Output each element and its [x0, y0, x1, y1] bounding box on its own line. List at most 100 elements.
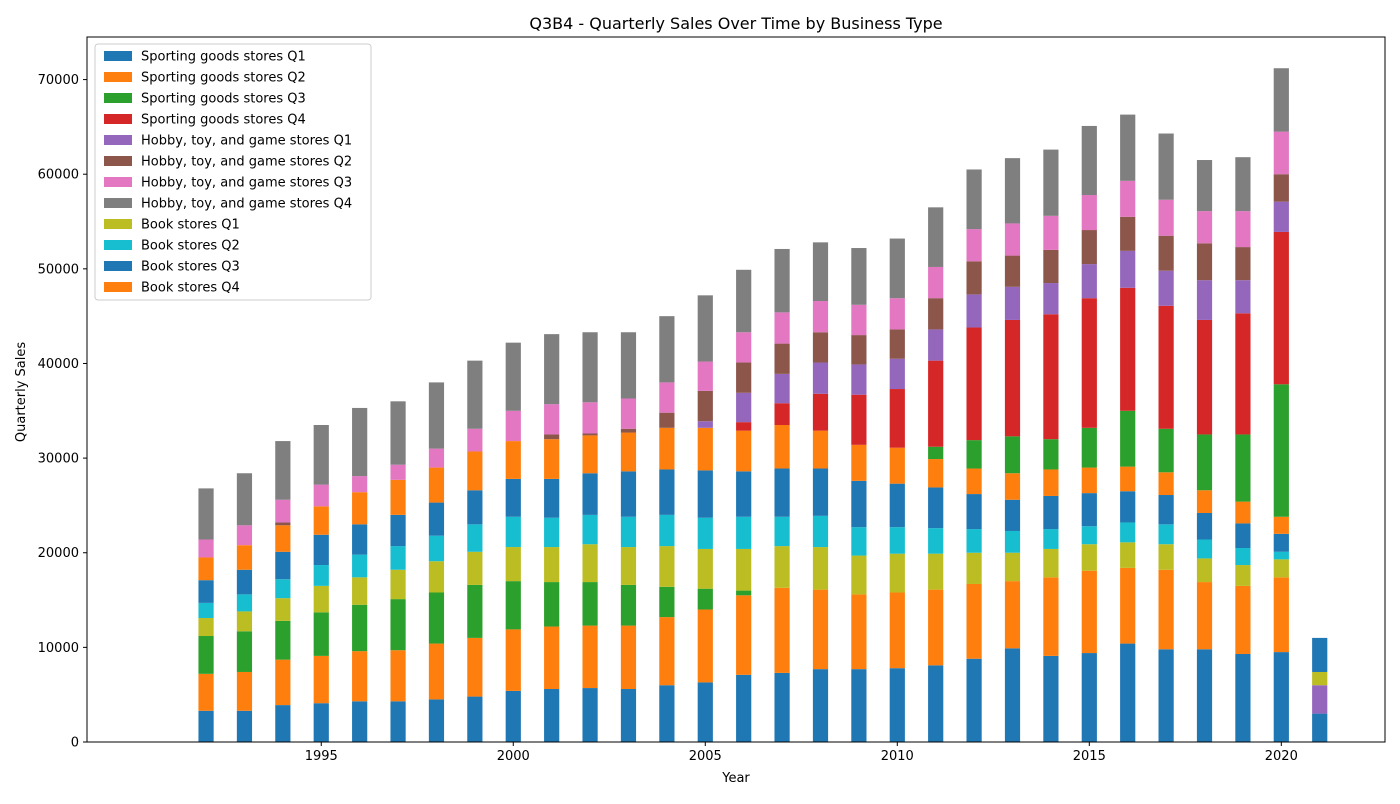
bar-segment-2015-series-1: [1081, 570, 1097, 654]
bar-segment-1998-series-2: [428, 592, 445, 644]
bar-segment-2014-series-1: [1043, 577, 1059, 656]
bar-segment-2012-series-16: [966, 229, 982, 262]
bar-segment-1996-series-2: [352, 604, 368, 652]
bar-segment-2015-series-10: [1081, 493, 1097, 527]
legend-swatch: [104, 156, 132, 166]
bar-segment-2001-series-17: [544, 334, 560, 405]
bar-segment-2003-series-9: [620, 516, 637, 548]
bar-segment-1994-series-1: [275, 659, 291, 706]
bar-segment-2000-series-16: [505, 410, 521, 442]
bar-segment-2003-series-8: [620, 547, 637, 585]
bar-segment-2020-series-9: [1273, 551, 1289, 560]
bar-segment-2017-series-0: [1158, 649, 1174, 742]
bar-segment-1997-series-17: [390, 401, 406, 465]
bar-segment-2001-series-2: [544, 582, 560, 627]
y-tick-label: 70000: [38, 73, 79, 88]
bar-segment-2010-series-16: [889, 298, 905, 330]
bar-segment-2016-series-9: [1120, 522, 1136, 543]
bar-segment-2014-series-17: [1043, 149, 1059, 216]
bars-group: [198, 68, 1328, 742]
bar-segment-2004-series-11: [659, 427, 675, 470]
legend-label: Book stores Q2: [141, 239, 240, 254]
bar-segment-2014-series-0: [1043, 655, 1059, 742]
legend-swatch: [104, 198, 132, 208]
bar-segment-1995-series-1: [313, 655, 329, 704]
bar-segment-2005-series-16: [697, 361, 713, 391]
bar-segment-1996-series-17: [352, 407, 368, 477]
bar-segment-2013-series-12: [1004, 436, 1021, 474]
bar-segment-2020-series-12: [1273, 384, 1289, 517]
legend-swatch: [104, 282, 132, 292]
bar-segment-1992-series-16: [198, 539, 214, 558]
bar-segment-1994-series-10: [275, 551, 291, 580]
bar-segment-1998-series-1: [428, 643, 445, 700]
bar-segment-2014-series-14: [1043, 283, 1059, 315]
bar-segment-2007-series-15: [774, 343, 790, 374]
bar-segment-2013-series-16: [1004, 223, 1021, 256]
bar-segment-2015-series-15: [1081, 230, 1097, 265]
bar-segment-2019-series-15: [1235, 247, 1251, 281]
bar-segment-2013-series-11: [1004, 473, 1021, 500]
y-tick-label: 60000: [38, 168, 79, 183]
bar-segment-2008-series-13: [812, 393, 829, 431]
bar-segment-2004-series-8: [659, 546, 675, 587]
bar-segment-1999-series-17: [467, 360, 483, 429]
bar-segment-2016-series-10: [1120, 491, 1136, 523]
bar-segment-2007-series-8: [774, 546, 790, 588]
bar-segment-1996-series-8: [352, 577, 368, 605]
bar-segment-2017-series-11: [1158, 472, 1174, 496]
bar-segment-2000-series-9: [505, 516, 521, 548]
bar-segment-2020-series-14: [1273, 201, 1289, 232]
bar-segment-2003-series-2: [620, 584, 637, 626]
bar-segment-1993-series-16: [236, 525, 253, 546]
bar-segment-2007-series-17: [774, 248, 790, 313]
bar-segment-2002-series-0: [582, 688, 598, 742]
bar-segment-2001-series-10: [544, 478, 560, 518]
bar-segment-2017-series-16: [1158, 199, 1174, 236]
bar-segment-2011-series-11: [928, 459, 944, 488]
bar-segment-2021-series-4: [1312, 685, 1328, 714]
x-tick-label: 1995: [305, 749, 338, 764]
bar-segment-2010-series-13: [889, 389, 905, 448]
bar-segment-2011-series-8: [928, 553, 944, 590]
bar-segment-2013-series-9: [1004, 530, 1021, 553]
bar-segment-2001-series-9: [544, 517, 560, 548]
bar-segment-2012-series-9: [966, 529, 982, 553]
bar-segment-2000-series-10: [505, 478, 521, 517]
bar-segment-1997-series-11: [390, 479, 406, 515]
bar-segment-1992-series-9: [198, 602, 214, 619]
bar-segment-2016-series-11: [1120, 466, 1136, 492]
bar-segment-1997-series-9: [390, 546, 406, 570]
bar-segment-2015-series-14: [1081, 264, 1097, 299]
bar-segment-2006-series-8: [736, 548, 752, 591]
bar-segment-2015-series-9: [1081, 526, 1097, 545]
bar-segment-2010-series-10: [889, 483, 905, 528]
bar-segment-1997-series-2: [390, 599, 406, 651]
bar-segment-2020-series-8: [1273, 559, 1289, 578]
bar-segment-2002-series-16: [582, 402, 598, 434]
bar-segment-1992-series-1: [198, 673, 214, 711]
bar-segment-2011-series-9: [928, 528, 944, 554]
bar-segment-1998-series-8: [428, 561, 445, 593]
bar-segment-2006-series-9: [736, 516, 752, 549]
bar-segment-2015-series-8: [1081, 544, 1097, 571]
legend-swatch: [104, 219, 132, 229]
bar-segment-2009-series-0: [851, 669, 867, 742]
bar-segment-2018-series-9: [1196, 539, 1213, 559]
chart-title: Q3B4 - Quarterly Sales Over Time by Busi…: [529, 14, 942, 33]
bar-segment-1992-series-8: [198, 618, 214, 637]
bar-segment-2020-series-0: [1273, 652, 1289, 742]
bar-segment-1993-series-0: [236, 710, 253, 742]
bar-segment-1992-series-0: [198, 710, 214, 742]
legend: Sporting goods stores Q1 Sporting goods s…: [94, 43, 372, 301]
bar-segment-2002-series-2: [582, 582, 598, 626]
bar-segment-1996-series-10: [352, 524, 368, 555]
bar-segment-2000-series-11: [505, 441, 521, 479]
bar-segment-2019-series-13: [1235, 313, 1251, 435]
bar-segment-1992-series-2: [198, 636, 214, 674]
bar-segment-2012-series-11: [966, 468, 982, 495]
bar-segment-2006-series-2: [736, 590, 752, 596]
bar-segment-2013-series-14: [1004, 286, 1021, 320]
x-tick-label: 2015: [1073, 749, 1106, 764]
bar-segment-1997-series-8: [390, 569, 406, 600]
